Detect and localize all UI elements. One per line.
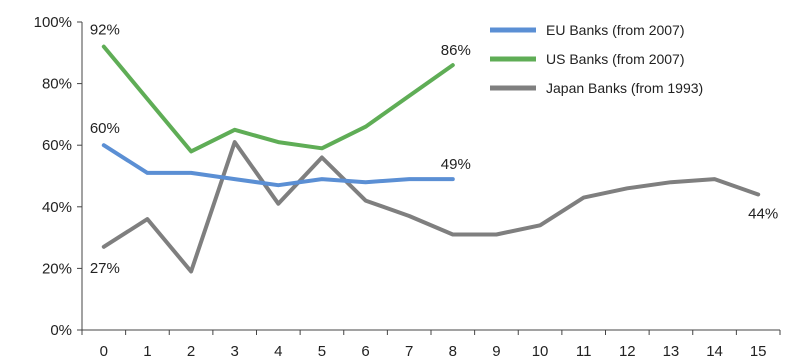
x-tick-label: 10 xyxy=(532,343,549,360)
x-tick-label: 4 xyxy=(274,343,282,360)
data-label: 86% xyxy=(441,42,471,59)
x-tick-label: 9 xyxy=(492,343,500,360)
x-tick-label: 15 xyxy=(750,343,767,360)
axes: 0%20%40%60%80%100%0 1 2 3 4 5 6 7 8 9 10 11 12 13 14 15 xyxy=(34,14,781,360)
japan-banks-from-1993-line xyxy=(101,140,761,274)
data-labels: 92% 60% 27% 86% 49% 44% xyxy=(90,22,778,277)
data-label: 60% xyxy=(90,120,120,137)
legend-label: Japan Banks (from 1993) xyxy=(546,80,703,96)
legend-label: US Banks (from 2007) xyxy=(546,51,685,67)
data-label: 49% xyxy=(441,156,471,173)
legend-label: EU Banks (from 2007) xyxy=(546,22,685,38)
eu-banks-from-2007-line xyxy=(101,143,455,188)
x-tick-label: 14 xyxy=(706,343,723,360)
x-tick-label: 5 xyxy=(318,343,326,360)
x-tick-label: 11 xyxy=(576,343,592,360)
data-label: 44% xyxy=(748,205,778,222)
y-tick-label: 100% xyxy=(34,14,72,31)
x-tick-label: 2 xyxy=(187,343,195,360)
x-tick-label: 1 xyxy=(143,343,151,360)
y-tick-label: 20% xyxy=(42,260,72,277)
series-lines xyxy=(101,44,761,274)
legend: EU Banks (from 2007) US Banks (from 2007)… xyxy=(490,22,703,96)
x-tick-label: 6 xyxy=(361,343,369,360)
y-tick-label: 60% xyxy=(42,137,72,154)
y-tick-label: 80% xyxy=(42,76,72,93)
x-tick-label: 12 xyxy=(619,343,636,360)
data-label: 92% xyxy=(90,22,120,39)
x-tick-label: 13 xyxy=(663,343,680,360)
y-tick-label: 40% xyxy=(42,199,72,216)
x-tick-label: 3 xyxy=(231,343,239,360)
x-tick-label: 8 xyxy=(449,343,457,360)
x-tick-label: 7 xyxy=(405,343,413,360)
y-tick-label: 0% xyxy=(50,322,72,339)
us-banks-from-2007-line xyxy=(101,44,455,154)
data-label: 27% xyxy=(90,260,120,277)
x-tick-label: 0 xyxy=(100,343,108,360)
